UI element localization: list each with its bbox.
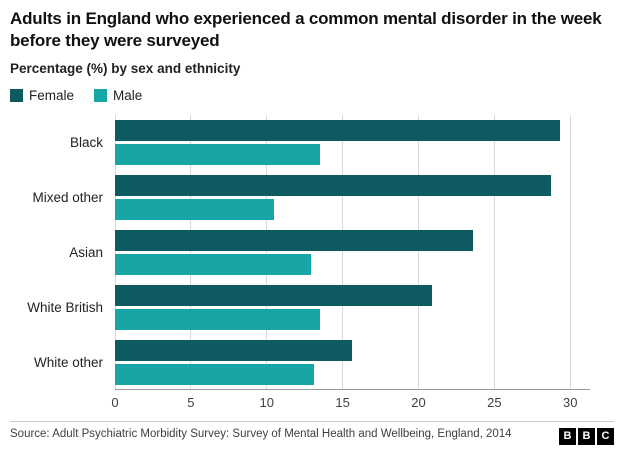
bar-group-row: White British bbox=[10, 280, 614, 335]
category-label: Asian bbox=[69, 244, 103, 260]
category-label: Black bbox=[69, 134, 103, 150]
x-tick-label: 15 bbox=[335, 394, 350, 410]
bar-chart: Black Mixed other Asian White British White … bbox=[10, 114, 614, 413]
footer: Source: Adult Psychiatric Morbidity Surv… bbox=[10, 420, 614, 445]
plot-area: Black Mixed other Asian White British White … bbox=[10, 114, 614, 390]
bar-group-row: Mixed other bbox=[10, 170, 614, 225]
bar-pair bbox=[115, 284, 590, 330]
bar-group-row: White other bbox=[10, 335, 614, 390]
gridline bbox=[418, 114, 419, 389]
gridline bbox=[266, 114, 268, 389]
bar-male-asian bbox=[115, 253, 311, 275]
bar-pair bbox=[115, 174, 590, 220]
grid-layer bbox=[114, 114, 590, 390]
bar-male-mixed-other bbox=[115, 198, 275, 220]
gridline bbox=[493, 114, 495, 389]
x-tick-label: 25 bbox=[487, 394, 502, 410]
gridline bbox=[114, 114, 116, 389]
bbc-logo: B B C bbox=[559, 427, 614, 445]
bar-pair bbox=[115, 229, 590, 275]
x-tick-label: 30 bbox=[563, 394, 578, 410]
bar-female-mixed-other bbox=[115, 174, 551, 196]
x-tick-label: 5 bbox=[187, 394, 195, 410]
chart-title: Adults in England who experienced a comm… bbox=[10, 9, 602, 50]
source-text: Source: Adult Psychiatric Morbidity Surv… bbox=[10, 427, 512, 440]
category-label: White British bbox=[27, 299, 103, 315]
legend-label-male: Male bbox=[113, 87, 143, 103]
bbc-logo-block-c: C bbox=[597, 427, 614, 445]
x-tick-label: 10 bbox=[259, 394, 274, 410]
x-axis: 0 5 10 15 20 25 30 bbox=[111, 393, 590, 413]
bar-pair bbox=[115, 119, 590, 165]
legend-label-female: Female bbox=[29, 87, 75, 103]
bbc-logo-block-b1: B bbox=[559, 427, 576, 445]
bar-female-black bbox=[115, 119, 560, 141]
gridline bbox=[190, 114, 192, 389]
bar-male-white-other bbox=[115, 363, 314, 385]
legend: Female Male bbox=[10, 88, 614, 103]
category-label: Mixed other bbox=[32, 189, 103, 205]
bar-rows: Black Mixed other Asian White British White … bbox=[10, 115, 614, 390]
legend-swatch-female-icon bbox=[10, 88, 23, 102]
bbc-logo-block-b2: B bbox=[578, 427, 595, 445]
bar-group-row: Black bbox=[10, 115, 614, 170]
gridline bbox=[342, 114, 344, 389]
bar-male-black bbox=[115, 143, 320, 165]
category-label: White other bbox=[33, 354, 103, 370]
bar-female-white-british bbox=[115, 284, 433, 306]
bar-pair bbox=[115, 339, 590, 385]
legend-item-male: Male bbox=[94, 88, 142, 103]
legend-item-female: Female bbox=[10, 88, 74, 103]
bar-female-asian bbox=[115, 229, 474, 251]
bar-male-white-british bbox=[115, 308, 320, 330]
x-tick-label: 20 bbox=[411, 394, 426, 410]
x-tick-label: 0 bbox=[111, 394, 119, 410]
bar-group-row: Asian bbox=[10, 225, 614, 280]
legend-swatch-male-icon bbox=[94, 88, 108, 102]
chart-subtitle: Percentage (%) by sex and ethnicity bbox=[10, 60, 241, 76]
bar-female-white-other bbox=[115, 339, 352, 361]
gridline bbox=[569, 114, 571, 389]
